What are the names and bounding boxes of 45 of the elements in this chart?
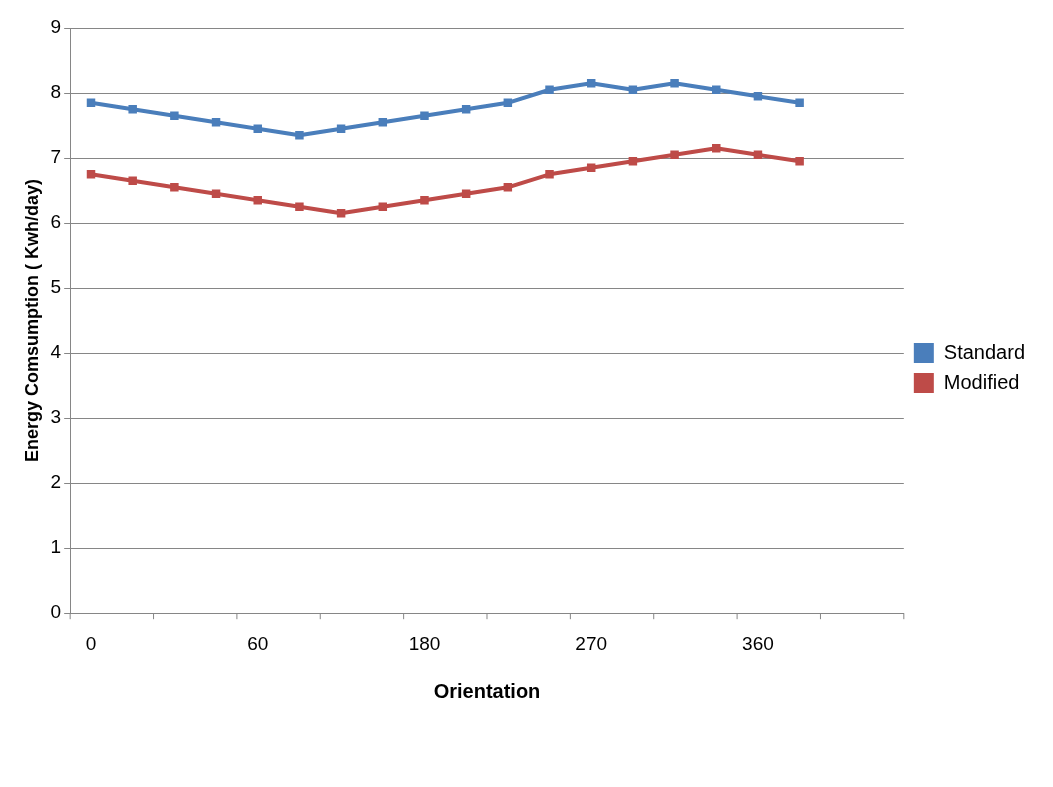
y-tick-label: 1 — [50, 536, 62, 558]
x-tick-label: 60 — [247, 632, 269, 654]
y-tick-label: 2 — [50, 471, 62, 493]
point — [545, 85, 554, 95]
point — [670, 79, 679, 88]
point — [128, 176, 137, 186]
point — [170, 183, 179, 192]
point — [170, 111, 179, 121]
point — [670, 150, 679, 160]
point — [712, 144, 721, 153]
y-tick-label: 3 — [50, 406, 62, 428]
legend-label: Modified — [943, 370, 1020, 393]
point — [420, 196, 429, 205]
point — [336, 209, 346, 218]
point — [461, 105, 471, 114]
point — [128, 105, 137, 114]
x-tick-label: 0 — [85, 632, 97, 654]
y-axis-title: Energy Comsumption ( Kwh/day) — [21, 179, 42, 463]
y-tick-label: 6 — [50, 211, 62, 233]
point — [795, 157, 804, 166]
point — [253, 124, 262, 134]
point — [753, 92, 763, 101]
x-tick-label: 270 — [575, 632, 608, 654]
point — [545, 170, 554, 179]
point — [503, 183, 513, 192]
y-tick-label: 7 — [50, 146, 62, 168]
point — [795, 98, 804, 108]
point — [628, 157, 638, 166]
point — [420, 111, 429, 121]
y-tick-label: 0 — [50, 601, 62, 623]
y-tick-label: 5 — [50, 276, 62, 298]
point — [295, 131, 304, 140]
y-tick-label: 4 — [50, 341, 62, 363]
point — [295, 202, 304, 212]
y-tick-label: 9 — [50, 16, 62, 38]
y-tick-label: 8 — [50, 81, 62, 103]
point — [211, 118, 221, 127]
x-axis-title: Orientation — [433, 679, 541, 702]
x-tick-label: 180 — [408, 632, 441, 654]
point — [586, 79, 596, 88]
legend-label: Standard — [943, 340, 1025, 363]
point — [378, 118, 388, 127]
x-tick-label: 360 — [742, 632, 774, 654]
point — [86, 170, 96, 179]
point — [253, 196, 262, 205]
